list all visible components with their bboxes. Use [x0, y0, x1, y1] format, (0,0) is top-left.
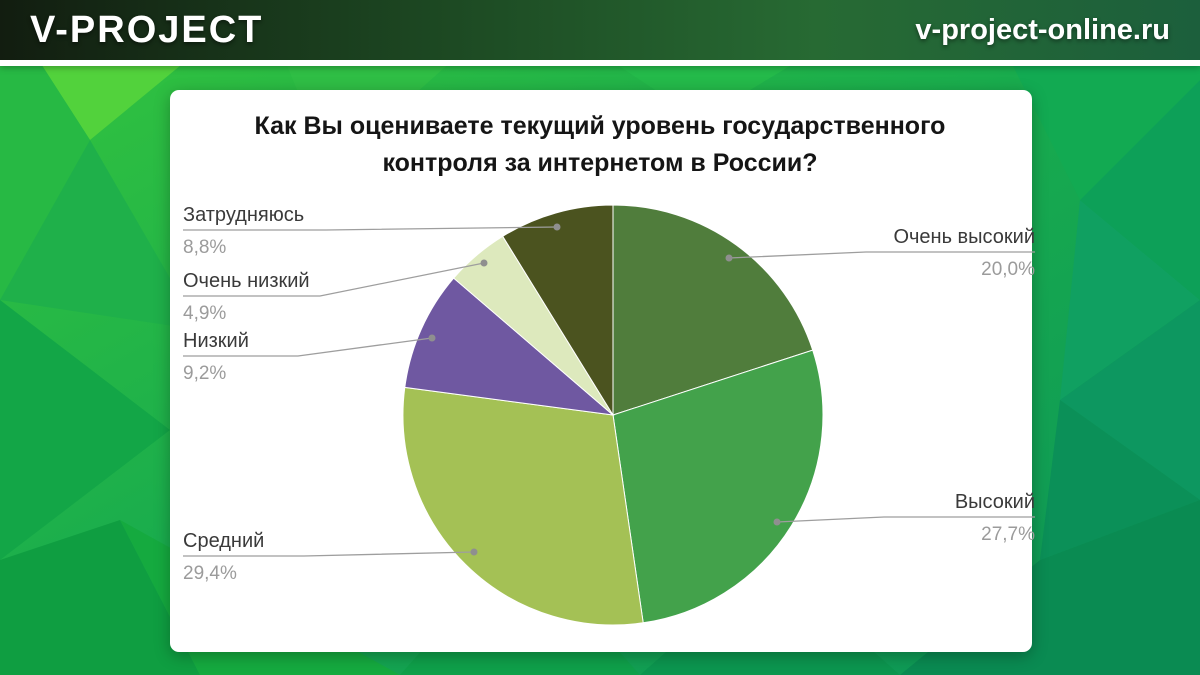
callout-low: Низкий 9,2%	[183, 329, 249, 385]
callout-undecided: Затрудняюсь 8,8%	[183, 203, 304, 259]
slice-label: Высокий	[954, 491, 1035, 513]
brand-logo: V-PROJECT	[30, 8, 264, 51]
callout-medium: Средний 29,4%	[183, 529, 264, 585]
slice-value: 27,7%	[981, 524, 1035, 545]
slice-label: Средний	[183, 530, 265, 552]
callout-very-high: Очень высокий 20,0%	[893, 225, 1035, 281]
slice-label: Низкий	[183, 330, 249, 352]
callout-very-low: Очень низкий 4,9%	[183, 269, 310, 325]
slice-label: Очень высокий	[893, 226, 1035, 248]
chart-title: Как Вы оцениваете текущий уровень госуда…	[254, 112, 946, 177]
site-url: v-project-online.ru	[915, 13, 1170, 46]
slice-value: 20,0%	[981, 259, 1035, 280]
slice-label: Затрудняюсь	[183, 204, 305, 226]
slice-value: 29,4%	[183, 563, 237, 584]
header: V-PROJECT v-project-online.ru	[0, 0, 1200, 66]
callout-high: Высокий 27,7%	[955, 490, 1035, 546]
slice-value: 4,9%	[183, 303, 227, 324]
slice-value: 8,8%	[183, 237, 227, 258]
slice-label: Очень низкий	[183, 270, 310, 292]
slice-value: 9,2%	[183, 363, 227, 384]
